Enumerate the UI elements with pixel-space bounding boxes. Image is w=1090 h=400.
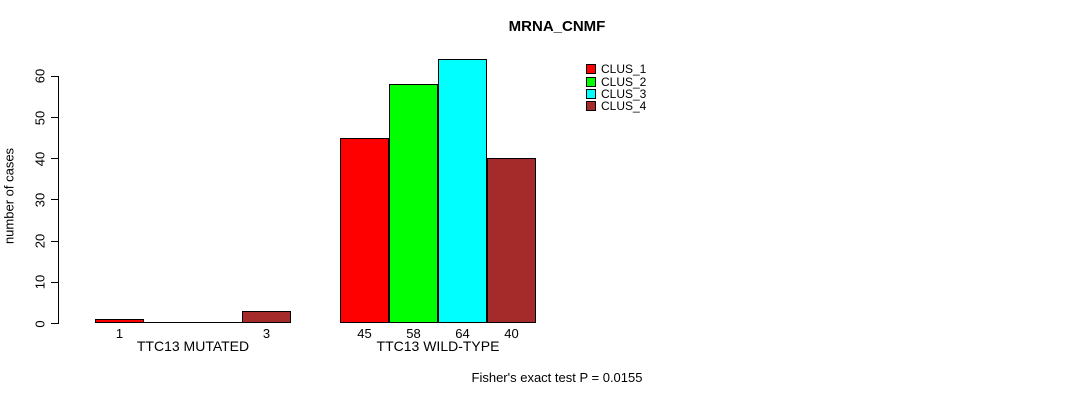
- y-tick-mark: [51, 281, 58, 283]
- bar-value-label: 1: [115, 326, 124, 341]
- legend-swatch-clus_2: [586, 76, 596, 87]
- bar-value-label: 58: [406, 326, 421, 341]
- legend-swatch-clus_1: [586, 64, 596, 75]
- chart-title: MRNA_CNMF: [508, 18, 606, 35]
- bar-clus_1: [340, 137, 389, 323]
- bar-value-label: 45: [357, 326, 372, 341]
- y-tick-label: 30: [32, 192, 48, 208]
- zero-height-bar: [193, 322, 242, 323]
- y-tick-mark: [51, 75, 58, 77]
- y-tick-label: 0: [32, 319, 48, 328]
- bar-clus_4: [242, 310, 291, 323]
- legend-label: CLUS_1: [601, 62, 647, 77]
- y-axis-label: number of cases: [1, 147, 17, 245]
- bar-clus_4: [487, 158, 536, 323]
- legend-label: CLUS_2: [601, 74, 647, 89]
- category-label: TTC13 WILD-TYPE: [376, 338, 500, 354]
- y-tick-label: 40: [32, 151, 48, 166]
- legend-swatch-clus_3: [586, 88, 596, 99]
- y-tick-label: 50: [32, 110, 48, 125]
- zero-height-bar: [144, 322, 193, 323]
- y-tick-label: 60: [32, 69, 48, 84]
- bar-value-label: 64: [455, 326, 470, 341]
- category-label: TTC13 MUTATED: [136, 338, 250, 354]
- y-axis-line: [58, 75, 59, 324]
- legend: CLUS_1 CLUS_2 CLUS_3 CLUS_4: [586, 62, 647, 114]
- bar-clus_1: [95, 318, 144, 323]
- legend-row: CLUS_4: [586, 99, 647, 114]
- y-tick-mark: [51, 240, 58, 242]
- bar-clus_3: [438, 59, 487, 323]
- bar-clus_2: [389, 84, 438, 323]
- stat-test-caption: Fisher's exact test P = 0.0155: [471, 370, 643, 385]
- y-tick-mark: [51, 117, 58, 118]
- legend-row: CLUS_3: [586, 86, 647, 101]
- y-tick-mark: [51, 158, 58, 160]
- legend-swatch-clus_4: [586, 101, 596, 112]
- y-tick-label: 10: [32, 275, 48, 290]
- y-tick-mark: [51, 199, 58, 201]
- bar-value-label: 3: [262, 326, 271, 341]
- legend-row: CLUS_2: [586, 74, 647, 89]
- legend-label: CLUS_3: [601, 86, 647, 101]
- y-tick-mark: [51, 323, 58, 324]
- legend-label: CLUS_4: [601, 99, 647, 114]
- y-tick-label: 20: [32, 233, 48, 249]
- bar-value-label: 40: [504, 326, 519, 341]
- legend-row: CLUS_1: [586, 62, 647, 77]
